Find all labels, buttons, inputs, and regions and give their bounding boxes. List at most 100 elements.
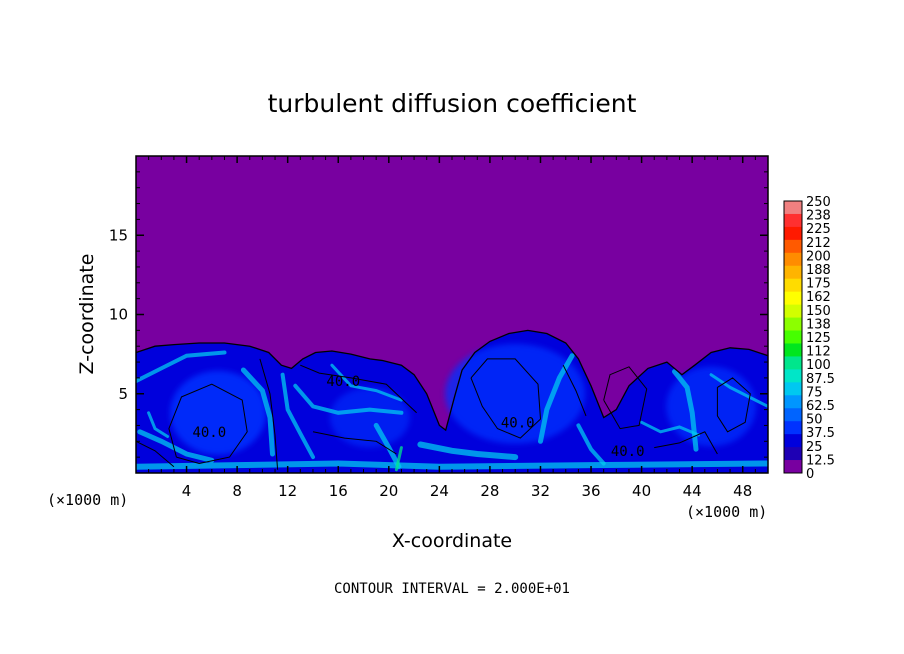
colorbar-label: 225 <box>806 222 831 237</box>
y-axis-label: Z-coordinate <box>76 254 98 375</box>
colorbar: 2502382252122001881751621501381251121008… <box>783 195 835 482</box>
x-unit-right: (×1000 m) <box>686 503 767 521</box>
colorbar-swatch <box>784 343 802 357</box>
colorbar-swatch <box>784 213 802 228</box>
x-axis-label: X-coordinate <box>392 530 512 552</box>
colorbar-label: 50 <box>806 413 823 428</box>
colorbar-swatch <box>784 291 802 306</box>
turbulence-streak <box>417 441 519 461</box>
x-tick-label: 8 <box>232 482 242 500</box>
turbulence-streak <box>640 420 700 437</box>
contour-labels: 40.0 40.0 40.0 40.0 <box>192 374 644 460</box>
colorbar-swatch <box>784 317 802 331</box>
x-tick-label: 48 <box>733 482 752 500</box>
colorbar-label: 0 <box>806 467 814 482</box>
turbulence-streak <box>147 411 170 438</box>
colorbar-swatch <box>784 434 802 448</box>
x-tick-label: 28 <box>480 482 499 500</box>
x-tick-label: 32 <box>531 482 550 500</box>
contour-label: 40.0 <box>611 444 645 460</box>
contour-line <box>259 358 279 470</box>
contour-line <box>603 366 648 430</box>
colorbar-label: 37.5 <box>806 426 835 441</box>
colorbar-label: 162 <box>806 290 831 305</box>
colorbar-swatch <box>784 408 802 422</box>
contour-line <box>300 364 417 414</box>
contour-line <box>136 440 175 468</box>
colorbar-label: 138 <box>806 317 831 332</box>
colorbar-swatch <box>784 201 802 215</box>
x-unit-left: (×1000 m) <box>47 491 128 509</box>
colorbar-label: 150 <box>806 304 831 319</box>
x-tick-label: 44 <box>683 482 702 500</box>
turbulence-streak <box>136 460 768 470</box>
contour-lines <box>136 358 751 470</box>
turbulence-streak <box>330 363 403 402</box>
contour-label: 40.0 <box>192 425 226 441</box>
colorbar-swatch <box>784 252 802 267</box>
x-tick-label: 24 <box>430 482 449 500</box>
turbulent-layer <box>136 330 768 473</box>
colorbar-label: 212 <box>806 236 831 251</box>
colorbar-label: 250 <box>806 195 831 210</box>
turbulence-streak <box>280 372 315 460</box>
x-tick-label: 36 <box>581 482 600 500</box>
contour-line <box>654 431 718 455</box>
eddy-core <box>445 343 586 444</box>
turbulence-streak <box>136 350 227 384</box>
colorbar-label: 100 <box>806 358 831 373</box>
colorbar-swatch <box>784 304 802 318</box>
y-tick-label: 10 <box>109 306 128 324</box>
x-tick-label: 12 <box>278 482 297 500</box>
contour-boundary-line <box>136 329 768 432</box>
y-tick-label: 15 <box>109 226 128 244</box>
x-tick-label: 40 <box>632 482 651 500</box>
turbulence-streak <box>538 353 575 444</box>
x-tick-label: 16 <box>329 482 348 500</box>
colorbar-swatch <box>784 278 802 293</box>
turbulence-streak <box>576 423 606 466</box>
chart-title: turbulent diffusion coefficient <box>268 89 637 118</box>
eddy-core <box>329 387 410 448</box>
turbulence-streak-hot <box>394 446 403 472</box>
colorbar-swatch <box>784 330 802 344</box>
y-tick-label: 5 <box>118 385 128 403</box>
x-axis: 4 8 12 16 20 24 28 32 36 40 44 48 <box>148 156 756 500</box>
colorbar-label: 25 <box>806 440 823 455</box>
turbulence-streak <box>709 373 768 408</box>
colorbar-label: 125 <box>806 331 831 346</box>
contour-label: 40.0 <box>326 374 360 390</box>
colorbar-label: 112 <box>806 345 831 360</box>
colorbar-frame <box>783 200 803 474</box>
colorbar-label: 188 <box>806 263 831 278</box>
contour-label: 40.0 <box>501 415 535 431</box>
turbulence-streak <box>293 383 404 415</box>
contour-line <box>470 358 542 439</box>
colorbar-swatch <box>784 369 802 383</box>
x-tick-label: 20 <box>379 482 398 500</box>
contour-line <box>168 383 248 465</box>
contour-line <box>562 364 587 417</box>
plot-area: 40.0 40.0 40.0 40.0 <box>135 155 769 474</box>
colorbar-swatch <box>784 226 802 241</box>
colorbar-swatch <box>784 265 802 280</box>
colorbar-label: 175 <box>806 277 831 292</box>
turbulence-streak <box>373 422 402 470</box>
colorbar-swatch <box>784 356 802 370</box>
colorbar-label: 200 <box>806 249 831 264</box>
y-axis: 5 10 15 <box>109 171 768 458</box>
turbulence-streak <box>672 369 699 452</box>
colorbar-label: 62.5 <box>806 399 835 414</box>
colorbar-swatch <box>784 447 802 461</box>
colorbar-label: 75 <box>806 385 823 400</box>
eddy-core <box>170 370 267 455</box>
colorbar-label: 238 <box>806 209 831 224</box>
colorbar-swatch <box>784 382 802 396</box>
x-tick-label: 4 <box>182 482 192 500</box>
colorbar-swatch <box>784 460 802 474</box>
turbulence-streak <box>240 367 275 457</box>
contour-interval-note: CONTOUR INTERVAL = 2.000E+01 <box>334 581 570 597</box>
contour-line <box>312 431 397 455</box>
colorbar-label: 87.5 <box>806 372 835 387</box>
